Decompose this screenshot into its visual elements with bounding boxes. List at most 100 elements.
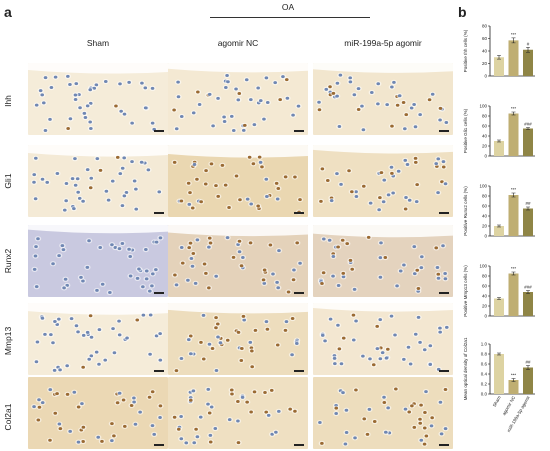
error-bar-0: [497, 297, 501, 300]
y-tick-label: 60: [482, 204, 488, 209]
histology-tile-gli1-agomir-nc: [168, 145, 308, 217]
error-bar-1: [511, 378, 516, 382]
scale-bar: [294, 130, 304, 132]
y-tick-label: 100: [479, 264, 487, 269]
y-tick-label: 100: [479, 104, 487, 109]
error-bar-0: [497, 352, 501, 356]
row-label-gli1: Gli1: [3, 173, 13, 189]
histology-tile-col2a1-agomir-nc: [168, 377, 308, 449]
bar-2: [523, 49, 533, 76]
histology-tile-mmp13-mir199a-agomir: [313, 303, 453, 375]
row-label-runx2: Runx2: [3, 248, 13, 274]
histology-tile-mmp13-agomir-nc: [168, 303, 308, 375]
y-axis-label: Positive Gli1 cells (%): [463, 108, 468, 153]
y-tick-label: 20: [482, 144, 488, 149]
histology-tile-gli1-sham: [28, 145, 168, 217]
y-tick-label: 0: [484, 314, 487, 319]
bar-chart-ihh: Positive Ihh cells (%) 0 20 40 60 80 *** #: [462, 22, 550, 84]
bar-0: [494, 141, 504, 156]
y-tick-label: 0: [484, 154, 487, 159]
bar-chart-mmp13: Positive Mmp13 cells (%) 0 20 40 60 80 100 *** #…: [462, 262, 550, 324]
y-tick-label: 60: [482, 284, 488, 289]
category-label-0: Sham: [492, 395, 502, 408]
scale-bar: [294, 370, 304, 372]
significance-label-2: ##: [525, 201, 531, 206]
y-tick-label: 80: [482, 274, 488, 279]
y-tick-label: 80: [482, 24, 488, 29]
significance-label-2: ###: [524, 122, 532, 127]
column-header-sham: Sham: [86, 38, 110, 48]
error-bar-0: [497, 139, 501, 143]
oa-group-label: OA: [281, 2, 295, 12]
scale-bar: [154, 444, 164, 446]
y-tick-label: 40: [482, 294, 488, 299]
error-bar-2: [526, 206, 530, 211]
error-bar-2: [526, 127, 530, 130]
scale-bar: [154, 130, 164, 132]
y-tick-label: 40: [482, 214, 488, 219]
column-header-agomir-nc: agomir NC: [217, 38, 259, 48]
y-tick-label: 1.0: [481, 342, 488, 347]
bar-2: [523, 367, 533, 394]
bar-1: [508, 380, 519, 394]
bar-chart-col2a1: Mean optical density of Col2a1 0.0 0.2 0.4 0…: [462, 337, 550, 448]
bar-2: [523, 128, 533, 156]
histology-tile-col2a1-sham: [28, 377, 168, 449]
y-tick-label: 40: [482, 49, 488, 54]
bar-0: [494, 57, 504, 76]
bar-0: [494, 226, 504, 236]
row-label-ihh: Ihh: [3, 95, 13, 107]
y-tick-label: 80: [482, 114, 488, 119]
y-tick-label: 0.2: [481, 382, 488, 387]
scale-bar: [154, 292, 164, 294]
significance-label-1: ***: [511, 373, 517, 378]
bar-chart-runx2: Positive Runx2 cells (%) 0 20 40 60 80 100 *** #…: [462, 182, 550, 244]
error-bar-2: [526, 365, 530, 370]
row-label-mmp13: Mmp13: [3, 326, 13, 356]
bar-0: [494, 298, 504, 316]
y-tick-label: 100: [479, 184, 487, 189]
error-bar-1: [511, 271, 516, 276]
y-tick-label: 80: [482, 194, 488, 199]
y-tick-label: 60: [482, 36, 488, 41]
bar-1: [508, 40, 519, 76]
scale-bar: [439, 130, 449, 132]
y-axis-label: Positive Runx2 cells (%): [463, 186, 468, 236]
error-bar-2: [526, 46, 530, 53]
y-tick-label: 20: [482, 61, 488, 66]
error-bar-0: [497, 224, 501, 228]
bar-1: [508, 113, 519, 156]
significance-label-2: ##: [525, 360, 531, 365]
error-bar-1: [511, 37, 516, 44]
panel-b-label: b: [458, 4, 467, 20]
y-axis-label: Positive Mmp13 cells (%): [463, 265, 468, 317]
histology-tile-ihh-sham: [28, 63, 168, 135]
y-tick-label: 0.6: [481, 362, 488, 367]
y-tick-label: 0: [484, 234, 487, 239]
scale-bar: [439, 370, 449, 372]
histology-tile-gli1-mir199a-agomir: [313, 145, 453, 217]
histology-tile-col2a1-mir199a-agomir: [313, 377, 453, 449]
significance-label-1: ***: [511, 187, 517, 192]
histology-tile-ihh-agomir-nc: [168, 63, 308, 135]
y-axis-label: Mean optical density of Col2a1: [463, 337, 468, 400]
bar-0: [494, 354, 504, 394]
y-tick-label: 40: [482, 134, 488, 139]
scale-bar: [439, 444, 449, 446]
panel-a-label: a: [4, 4, 12, 20]
error-bar-2: [526, 290, 530, 294]
significance-label-1: ***: [511, 266, 517, 271]
row-label-col2a1: Col2a1: [3, 403, 13, 431]
histology-tile-runx2-agomir-nc: [168, 225, 308, 297]
histology-tile-runx2-mir199a-agomir: [313, 225, 453, 297]
histology-tile-mmp13-sham: [28, 303, 168, 375]
bar-2: [523, 292, 533, 316]
bar-2: [523, 208, 533, 236]
scale-bar: [294, 444, 304, 446]
scale-bar: [154, 212, 164, 214]
scale-bar: [294, 212, 304, 214]
bar-1: [508, 273, 519, 316]
significance-label-1: ***: [511, 32, 517, 37]
y-tick-label: 0: [484, 74, 487, 79]
scale-bar: [294, 292, 304, 294]
